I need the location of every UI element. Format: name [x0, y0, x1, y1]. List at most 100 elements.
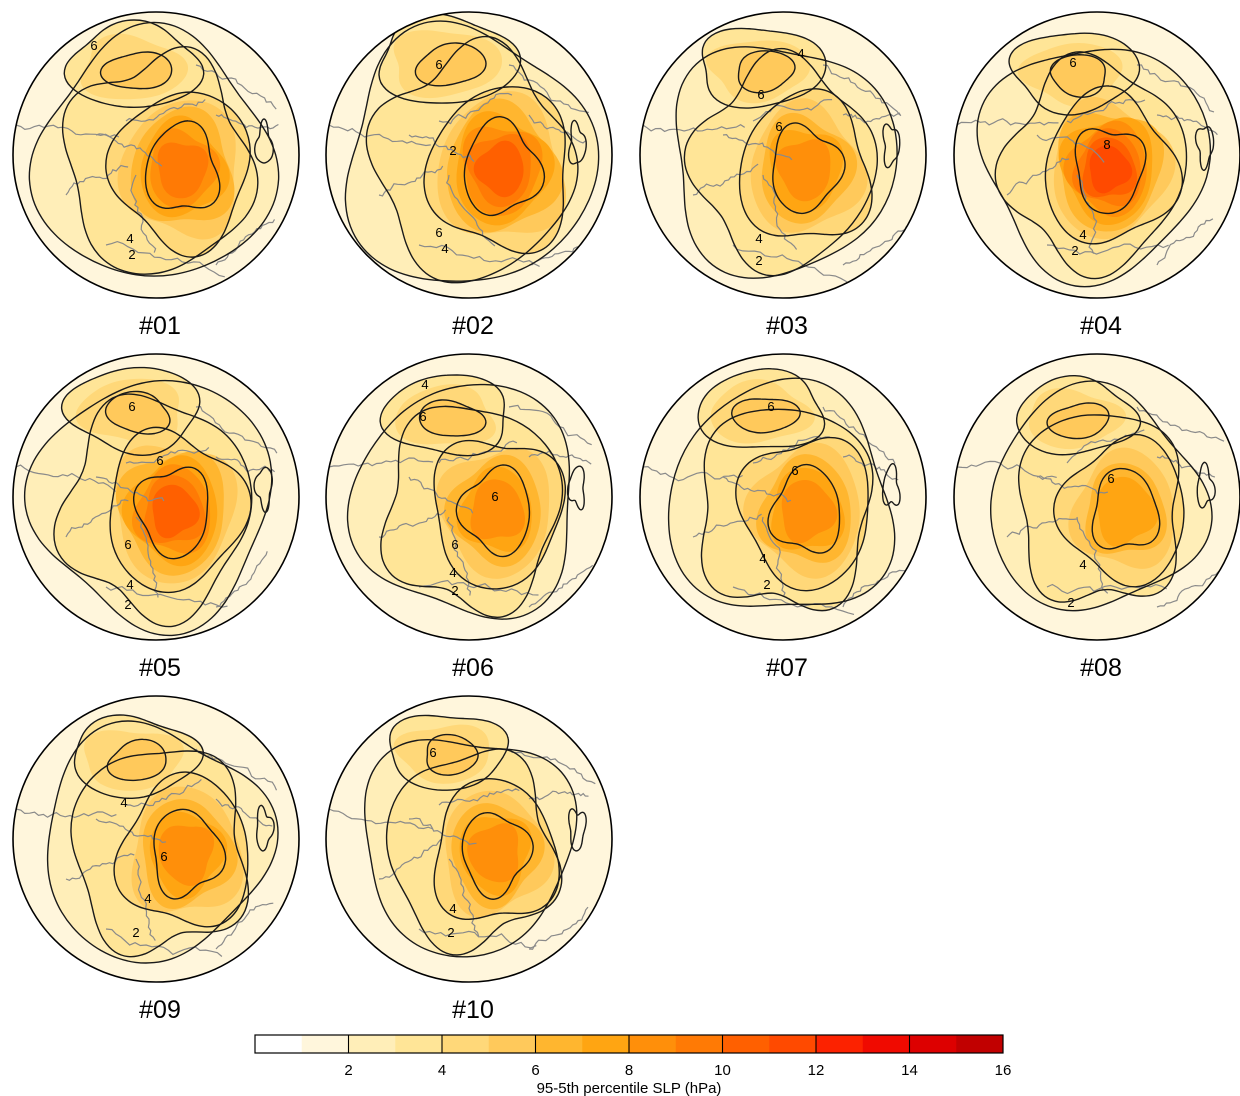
contour-label: 4	[120, 795, 127, 810]
contours	[976, 32, 1215, 288]
contour-label: 6	[429, 745, 436, 760]
map-field	[13, 354, 299, 640]
map-field	[640, 354, 926, 640]
panel-label: #09	[139, 996, 181, 1024]
colorbar-box	[769, 1035, 817, 1053]
map-field	[954, 12, 1240, 298]
colorbar-box	[348, 1035, 396, 1053]
contour-label: 2	[132, 925, 139, 940]
panel-label: #07	[766, 654, 808, 682]
map-boundary	[12, 11, 300, 299]
atlantic-lobe-level	[467, 823, 519, 883]
atlantic-lobe-level	[470, 479, 526, 540]
contour-label: 6	[128, 399, 135, 414]
map-panel: 6 6 6 4 2 #05	[12, 353, 300, 682]
map-boundary	[12, 353, 300, 641]
map-field	[326, 12, 612, 298]
contour-label: 6	[90, 38, 97, 53]
colorbar-tick-label: 16	[995, 1062, 1012, 1079]
map-panel: 6 8 42 #04	[953, 11, 1240, 340]
colorbar-tick-label: 14	[901, 1062, 918, 1079]
pacific-lobe-peak	[105, 391, 170, 435]
contours	[23, 366, 274, 637]
map-panels: 642#016642#0246642#036842#0466642#054666…	[12, 11, 1240, 1024]
colorbar-box	[862, 1035, 910, 1053]
contours	[46, 714, 279, 964]
colorbar-box	[582, 1035, 630, 1053]
pacific-lobe-peak	[1050, 54, 1106, 98]
map-field	[326, 354, 612, 640]
atlantic-lobe-level	[158, 825, 215, 886]
map-field	[954, 354, 1240, 640]
contour-label: 6	[435, 225, 442, 240]
pacific-lobe-peak	[731, 398, 801, 433]
contour-label: 8	[1103, 137, 1110, 152]
pacific-lobe-peak	[1047, 402, 1109, 439]
colorbar-box	[956, 1035, 1004, 1053]
colorbar-box	[816, 1035, 864, 1053]
contour-label: 6	[156, 453, 163, 468]
coastlines	[956, 64, 1218, 266]
coastlines	[15, 748, 278, 957]
contour-label: 6	[124, 537, 131, 552]
coastlines	[15, 64, 279, 278]
colorbar-tick-label: 2	[344, 1062, 352, 1079]
contour-label: 6	[419, 409, 426, 424]
map-panel: 6 42 #01	[12, 11, 300, 340]
map-boundary	[325, 11, 613, 299]
panel-label: #10	[452, 996, 494, 1024]
map-field	[326, 696, 612, 982]
contour-label: 2	[449, 143, 456, 158]
map-boundary	[325, 695, 613, 983]
colorbar-tick-label: 8	[625, 1062, 633, 1079]
contour-label: 4	[449, 565, 456, 580]
panel-label: #05	[139, 654, 181, 682]
panel-label: #08	[1080, 654, 1122, 682]
atlantic-lobe-level	[1097, 476, 1159, 547]
contour-label: 4	[755, 231, 762, 246]
map-panel: 4 6 4 2 #09	[12, 695, 300, 1024]
colorbar-box	[442, 1035, 490, 1053]
contour-label: 4	[144, 891, 151, 906]
colorbar-box	[629, 1035, 677, 1053]
contour-label: 6	[451, 537, 458, 552]
map-panel: 6 4 2 #08	[953, 353, 1240, 682]
pacific-lobe-peak	[415, 42, 487, 86]
contour-label: 6	[160, 849, 167, 864]
contour-label: 4	[449, 901, 456, 916]
colorbar-title: 95-5th percentile SLP (hPa)	[537, 1080, 722, 1096]
atlantic-lobe-level	[157, 142, 209, 199]
pacific-lobe-peak	[738, 50, 795, 93]
pacific-lobe-peak	[107, 739, 166, 781]
atlantic-lobe-level	[152, 484, 200, 539]
coastlines	[328, 748, 596, 950]
colorbar-box	[255, 1035, 303, 1053]
contour-label: 4	[1079, 227, 1086, 242]
contours	[675, 27, 901, 279]
panel-label: #03	[766, 312, 808, 340]
map-panel: 6 6 4 2 #07	[639, 353, 927, 682]
coastlines	[956, 406, 1225, 608]
map-boundary	[953, 353, 1240, 641]
panel-label: #01	[139, 312, 181, 340]
contour-label: 2	[1067, 595, 1074, 610]
contour-label: 4	[126, 577, 133, 592]
contour-label: 6	[775, 119, 782, 134]
atlantic-lobe-level	[775, 139, 831, 202]
contour-label: 6	[1107, 471, 1114, 486]
map-panel: 6 4 2 #10	[325, 695, 613, 1024]
colorbar-box	[301, 1035, 349, 1053]
contour-label: 2	[447, 925, 454, 940]
contours	[667, 368, 901, 612]
colorbar-box	[675, 1035, 723, 1053]
contour-label: 4	[759, 551, 766, 566]
map-boundary	[639, 11, 927, 299]
contour-label: 2	[763, 577, 770, 592]
map-panel: 4 6 6 4 2 #03	[639, 11, 927, 340]
map-field	[13, 696, 299, 982]
map-panel: 4 6 6 6 4 2 #06	[325, 353, 613, 682]
colorbar-box	[909, 1035, 957, 1053]
colorbar: 2 4 6 8 10 12 14 16 95-5th percentile SLP (hPa)	[254, 1034, 1012, 1096]
contours	[28, 19, 280, 277]
